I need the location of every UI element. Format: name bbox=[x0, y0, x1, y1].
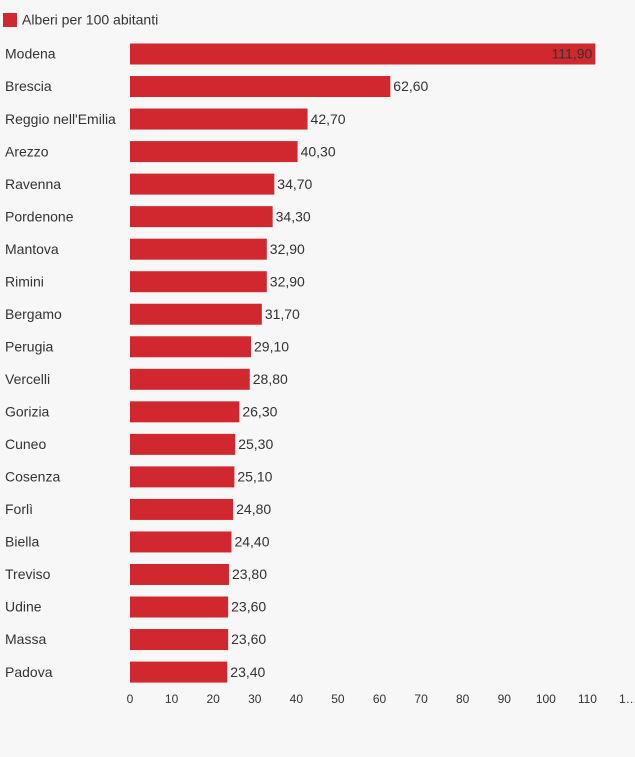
value-label: 23,80 bbox=[232, 566, 267, 582]
value-label: 40,30 bbox=[301, 143, 336, 159]
bar bbox=[130, 336, 252, 358]
x-tick-label: 1… bbox=[619, 692, 635, 706]
x-tick-label: 20 bbox=[206, 692, 220, 706]
value-label: 62,60 bbox=[393, 78, 428, 94]
bar bbox=[130, 596, 229, 618]
category-label: Ravenna bbox=[5, 176, 61, 192]
x-tick-label: 30 bbox=[248, 692, 262, 706]
bar bbox=[130, 563, 229, 585]
value-label: 32,90 bbox=[270, 241, 305, 257]
value-label: 23,40 bbox=[230, 664, 265, 680]
legend-label: Alberi per 100 abitanti bbox=[22, 12, 158, 28]
bar bbox=[130, 108, 308, 130]
category-label: Vercelli bbox=[5, 371, 50, 387]
category-label: Brescia bbox=[5, 78, 52, 94]
category-label: Pordenone bbox=[5, 208, 74, 224]
category-label: Perugia bbox=[5, 338, 53, 354]
category-label: Rimini bbox=[5, 273, 44, 289]
bar bbox=[130, 76, 391, 98]
x-tick-label: 10 bbox=[165, 692, 179, 706]
value-label: 25,10 bbox=[237, 469, 272, 485]
category-label: Gorizia bbox=[5, 404, 50, 420]
category-label: Cuneo bbox=[5, 436, 46, 452]
x-tick-label: 40 bbox=[290, 692, 304, 706]
value-label: 32,90 bbox=[270, 273, 305, 289]
bar bbox=[130, 238, 267, 260]
bar bbox=[130, 498, 234, 520]
bar bbox=[130, 433, 236, 455]
bar bbox=[130, 661, 228, 683]
category-label: Bergamo bbox=[5, 306, 62, 322]
x-tick-label: 0 bbox=[127, 692, 134, 706]
value-label: 42,70 bbox=[311, 111, 346, 127]
bar bbox=[130, 141, 298, 163]
category-label: Massa bbox=[5, 631, 46, 647]
category-label: Padova bbox=[5, 664, 53, 680]
bar bbox=[130, 466, 235, 488]
category-label: Udine bbox=[5, 599, 42, 615]
value-label: 34,30 bbox=[276, 208, 311, 224]
category-label: Arezzo bbox=[5, 143, 49, 159]
x-tick-label: 60 bbox=[373, 692, 387, 706]
x-tick-label: 110 bbox=[578, 692, 597, 706]
category-label: Mantova bbox=[5, 241, 59, 257]
bar bbox=[130, 303, 262, 325]
bar bbox=[130, 368, 250, 390]
bar bbox=[130, 629, 229, 651]
x-tick-label: 70 bbox=[414, 692, 428, 706]
value-label: 25,30 bbox=[238, 436, 273, 452]
bar bbox=[130, 271, 267, 293]
value-label: 28,80 bbox=[253, 371, 288, 387]
value-label: 34,70 bbox=[277, 176, 312, 192]
x-tick-label: 100 bbox=[536, 692, 556, 706]
value-label: 29,10 bbox=[254, 338, 289, 354]
value-label: 23,60 bbox=[231, 631, 266, 647]
category-label: Cosenza bbox=[5, 469, 60, 485]
category-label: Biella bbox=[5, 534, 39, 550]
bar bbox=[130, 531, 232, 553]
value-label: 24,80 bbox=[236, 501, 271, 517]
category-label: Treviso bbox=[5, 566, 51, 582]
x-tick-label: 90 bbox=[498, 692, 512, 706]
value-label: 23,60 bbox=[231, 599, 266, 615]
x-tick-label: 50 bbox=[331, 692, 345, 706]
category-label: Modena bbox=[5, 46, 56, 62]
bar bbox=[130, 401, 240, 423]
x-tick-label: 80 bbox=[456, 692, 470, 706]
bar bbox=[130, 206, 273, 228]
value-label: 26,30 bbox=[242, 404, 277, 420]
value-label: 31,70 bbox=[265, 306, 300, 322]
bar bbox=[130, 43, 596, 65]
bar bbox=[130, 173, 275, 195]
category-label: Reggio nell'Emilia bbox=[5, 111, 116, 127]
legend-swatch bbox=[3, 13, 17, 27]
category-label: Forlì bbox=[5, 501, 33, 517]
value-label: 24,40 bbox=[234, 534, 269, 550]
value-label: 111,90 bbox=[552, 46, 593, 62]
